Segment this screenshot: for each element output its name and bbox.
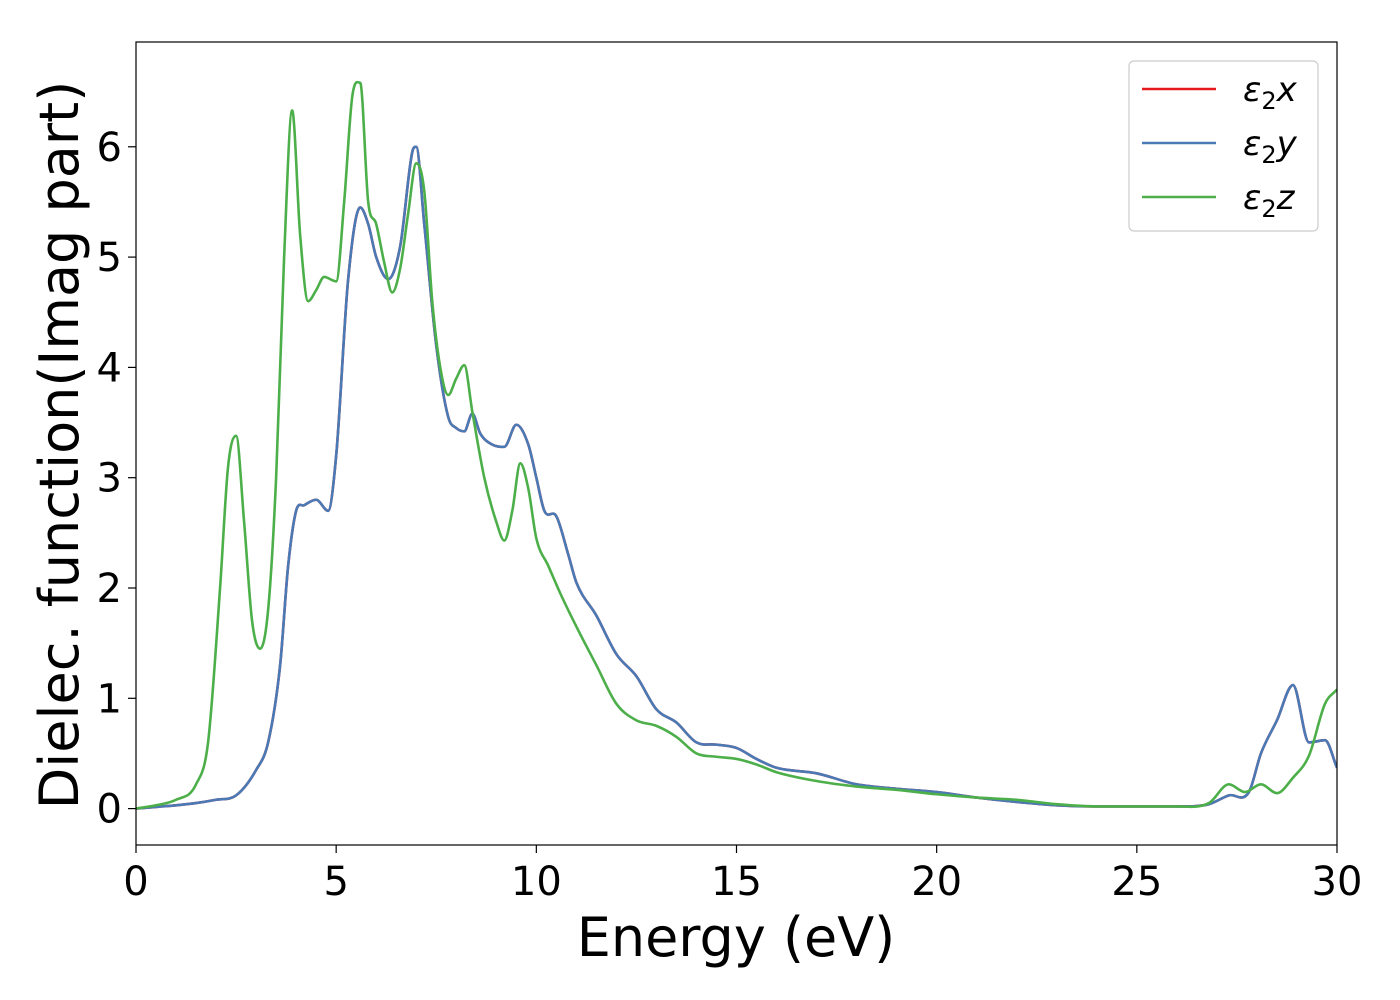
- legend-label-z: ε2z: [1243, 178, 1296, 223]
- y-tick-label: 1: [97, 676, 122, 722]
- x-tick-label: 0: [123, 859, 148, 905]
- y-tick-label: 0: [97, 787, 122, 833]
- y-tick-label: 6: [97, 125, 122, 171]
- axes: 0 5 10 15 20 25 30 0 1 2 3 4 5 6: [97, 41, 1363, 905]
- x-tick-label: 20: [911, 859, 962, 905]
- y-tick-label: 5: [97, 235, 122, 281]
- legend-label-x: ε2x: [1243, 70, 1298, 115]
- plot-area: [136, 80, 1337, 810]
- legend-box: [1128, 60, 1319, 232]
- x-tick-label: 5: [323, 859, 348, 905]
- x-tick-label: 15: [711, 859, 762, 905]
- y-tick-label: 3: [97, 456, 122, 502]
- y-tick-label: 2: [97, 566, 122, 612]
- legend-label-y: ε2y: [1243, 124, 1298, 169]
- x-tick-label: 10: [511, 859, 562, 905]
- legend: ε2x ε2y ε2z: [1128, 60, 1319, 232]
- x-tick-label: 30: [1312, 859, 1363, 905]
- x-tick-label: 25: [1111, 859, 1162, 905]
- y-axis-title: Dielec. function(Imag part): [28, 81, 91, 810]
- y-tick-label: 4: [97, 345, 122, 391]
- x-axis-title: Energy (eV): [577, 906, 896, 969]
- series-lines: [136, 80, 1337, 810]
- series-line-z: [136, 80, 1337, 810]
